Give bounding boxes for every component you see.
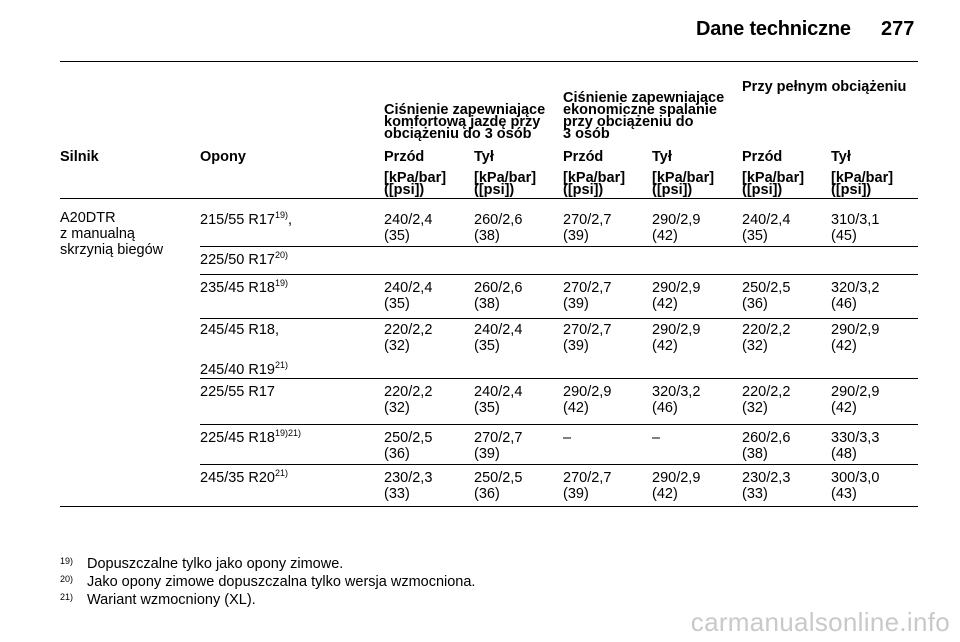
pressure-value: 250/2,5 (36) — [384, 430, 433, 462]
footnote-number: 20) — [60, 574, 74, 584]
tyre-size: 245/45 R18, — [200, 322, 279, 338]
tyre-size-text: 225/55 R17 — [200, 384, 275, 400]
pressure-value: 300/3,0 (43) — [831, 470, 880, 502]
column-header: Tył — [474, 149, 494, 165]
pressure-value: 270/2,7 (39) — [563, 280, 612, 312]
pressure-value: 260/2,6 (38) — [474, 280, 523, 312]
tyre-size-text: 225/50 R17 — [200, 252, 275, 268]
unit-label: [kPa/bar] ([psi]) — [831, 170, 894, 198]
pressure-value: 220/2,2 (32) — [384, 384, 433, 416]
pressure-value: 290/2,9 (42) — [652, 322, 701, 354]
footnote-ref: 20) — [274, 250, 288, 260]
group-header: Ciśnienie zapewniające ekonomiczne spalan… — [563, 90, 725, 142]
pressure-value: 260/2,6 (38) — [474, 212, 523, 244]
pressure-value: 270/2,7 (39) — [563, 470, 612, 502]
footnote-ref: 19) — [274, 278, 288, 288]
engine-cell: A20DTR z manualną skrzynią biegów — [60, 210, 164, 258]
pressure-value: 290/2,9 (42) — [652, 280, 701, 312]
column-header: Silnik — [60, 149, 99, 165]
watermark: carmanualsonline.info — [690, 607, 950, 637]
pressure-value: 330/3,3 (48) — [831, 430, 880, 462]
row-rule — [200, 274, 918, 275]
pressure-value: 310/3,1 (45) — [831, 212, 880, 244]
pressure-value: 290/2,9 (42) — [831, 384, 880, 416]
tyre-size: 225/55 R17 — [200, 384, 275, 400]
column-header: Przód — [563, 149, 604, 165]
tyre-size: 245/35 R2021) — [200, 468, 288, 487]
footnote-ref: 19)21) — [274, 428, 301, 438]
tyre-size: 215/55 R1719), — [200, 210, 293, 229]
pressure-value: 240/2,4 (35) — [384, 212, 433, 244]
footnote-ref: 21) — [274, 468, 288, 478]
pressure-value: 220/2,2 (32) — [742, 322, 791, 354]
column-header: Przód — [742, 149, 783, 165]
tyre-size-text: 215/55 R17 — [200, 212, 275, 228]
unit-label: [kPa/bar] ([psi]) — [563, 170, 626, 198]
row-rule — [60, 506, 918, 507]
row-rule — [200, 378, 918, 379]
unit-label: [kPa/bar] ([psi]) — [742, 170, 805, 198]
column-header: Tył — [652, 149, 672, 165]
tyre-size: 245/40 R1921) — [200, 360, 288, 379]
pressure-value: 270/2,7 (39) — [474, 430, 523, 462]
page-title: Dane techniczne — [696, 18, 851, 40]
pressure-value: 250/2,5 (36) — [742, 280, 791, 312]
unit-label: [kPa/bar] ([psi]) — [384, 170, 447, 198]
tyre-size-text: 245/40 R19 — [200, 362, 275, 378]
tyre-size-text: 245/35 R20 — [200, 470, 275, 486]
pressure-value: 240/2,4 (35) — [742, 212, 791, 244]
footnote-ref: 21) — [274, 360, 288, 370]
tyre-size: 225/50 R1720) — [200, 250, 288, 269]
pressure-value: 290/2,9 (42) — [652, 212, 701, 244]
tyre-size: 225/45 R1819)21) — [200, 428, 301, 447]
pressure-value: 220/2,2 (32) — [742, 384, 791, 416]
pressure-value: 230/2,3 (33) — [384, 470, 433, 502]
column-header: Opony — [200, 149, 246, 165]
pressure-value: 240/2,4 (35) — [474, 322, 523, 354]
row-rule — [200, 424, 918, 425]
pressure-value: 270/2,7 (39) — [563, 322, 612, 354]
header-rule — [60, 61, 918, 62]
column-header: Przód — [384, 149, 425, 165]
unit-label: [kPa/bar] ([psi]) — [474, 170, 537, 198]
pressure-value: 320/3,2 (46) — [652, 384, 701, 416]
tyre-size-suffix: , — [288, 212, 293, 228]
tyre-size: 235/45 R1819) — [200, 278, 288, 297]
tyre-size-text: 245/45 R18, — [200, 322, 280, 338]
footnote-ref: 19) — [274, 210, 288, 220]
row-rule — [200, 464, 918, 465]
tyre-size-text: 225/45 R18 — [200, 430, 275, 446]
pressure-value: 240/2,4 (35) — [384, 280, 433, 312]
group-header: Ciśnienie zapewniające komfortową jazdę p… — [384, 102, 546, 142]
footnote-text: Jako opony zimowe dopuszczalna tylko wer… — [87, 574, 476, 590]
footnote-number: 19) — [60, 556, 74, 566]
column-header: Tył — [831, 149, 851, 165]
footnote-number: 21) — [60, 592, 74, 602]
pressure-value: – — [652, 430, 661, 446]
page-number: 277 — [881, 18, 915, 40]
pressure-value: 260/2,6 (38) — [742, 430, 791, 462]
row-rule — [200, 318, 918, 319]
pressure-value: 290/2,9 (42) — [563, 384, 612, 416]
footnote-text: Wariant wzmocniony (XL). — [87, 592, 256, 608]
pressure-value: – — [563, 430, 572, 446]
pressure-value: 290/2,9 (42) — [652, 470, 701, 502]
header-bottom-rule — [60, 198, 918, 199]
pressure-value: 220/2,2 (32) — [384, 322, 433, 354]
pressure-value: 270/2,7 (39) — [563, 212, 612, 244]
group-header: Przy pełnym obciążeniu — [742, 79, 907, 95]
unit-label: [kPa/bar] ([psi]) — [652, 170, 715, 198]
pressure-value: 320/3,2 (46) — [831, 280, 880, 312]
pressure-value: 230/2,3 (33) — [742, 470, 791, 502]
pressure-value: 290/2,9 (42) — [831, 322, 880, 354]
pressure-value: 240/2,4 (35) — [474, 384, 523, 416]
tyre-size-text: 235/45 R18 — [200, 280, 275, 296]
footnote-text: Dopuszczalne tylko jako opony zimowe. — [87, 556, 344, 572]
row-rule — [200, 246, 918, 247]
pressure-value: 250/2,5 (36) — [474, 470, 523, 502]
